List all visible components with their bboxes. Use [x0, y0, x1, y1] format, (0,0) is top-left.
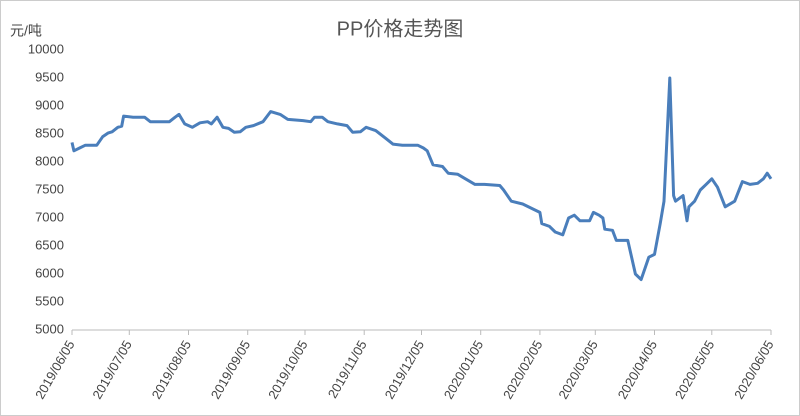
y-tick-label: 9000 — [35, 97, 64, 112]
price-line — [70, 76, 773, 282]
y-tick-label: 10000 — [28, 41, 64, 56]
y-tick-label: 9500 — [35, 69, 64, 84]
y-tick-label: 7500 — [35, 181, 64, 196]
y-axis-label: 元/吨 — [10, 23, 42, 39]
y-tick-label: 5000 — [35, 321, 64, 336]
y-tick-label: 7000 — [35, 209, 64, 224]
y-tick-label: 8500 — [35, 125, 64, 140]
y-tick-label: 5500 — [35, 293, 64, 308]
chart-title: PP价格走势图 — [337, 17, 464, 40]
y-tick-label: 6000 — [35, 265, 64, 280]
y-tick-label: 6500 — [35, 237, 64, 252]
y-tick-label: 8000 — [35, 153, 64, 168]
